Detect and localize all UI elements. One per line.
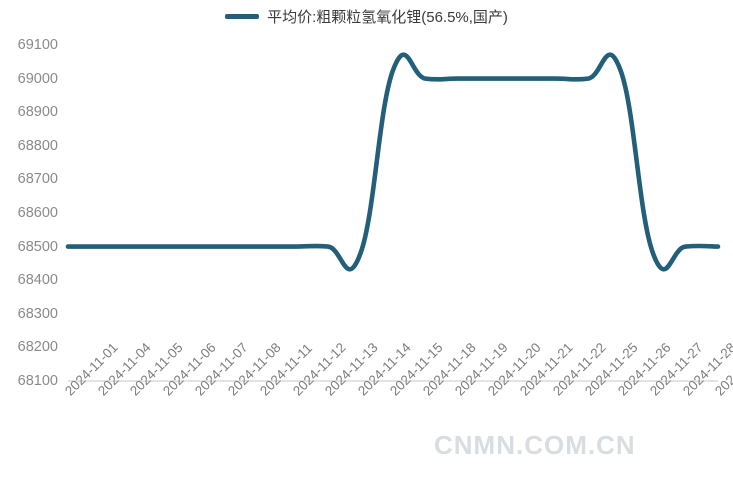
y-axis-labels: 69100 69000 68900 68800 68700 68600 68500 68400… [0, 0, 66, 489]
y-axis-tick-label: 68100 [17, 373, 58, 389]
y-axis-tick-label: 68900 [17, 104, 58, 121]
y-axis-tick-label: 68400 [17, 272, 58, 289]
y-axis-tick-label: 68600 [17, 205, 58, 221]
plot-area [65, 45, 721, 381]
y-axis-tick-label: 69000 [17, 70, 58, 87]
series-svg [65, 52, 721, 272]
series-line-average-price [65, 52, 721, 272]
y-axis-tick-label: 68700 [17, 171, 58, 188]
y-axis-tick-label: 68200 [17, 339, 58, 356]
y-axis-tick-label: 68500 [17, 238, 58, 255]
x-axis-line [68, 380, 718, 382]
y-axis-tick-label: 69100 [17, 37, 58, 53]
y-axis-tick-label: 68800 [17, 137, 58, 154]
y-axis-tick-label: 68300 [17, 305, 58, 322]
